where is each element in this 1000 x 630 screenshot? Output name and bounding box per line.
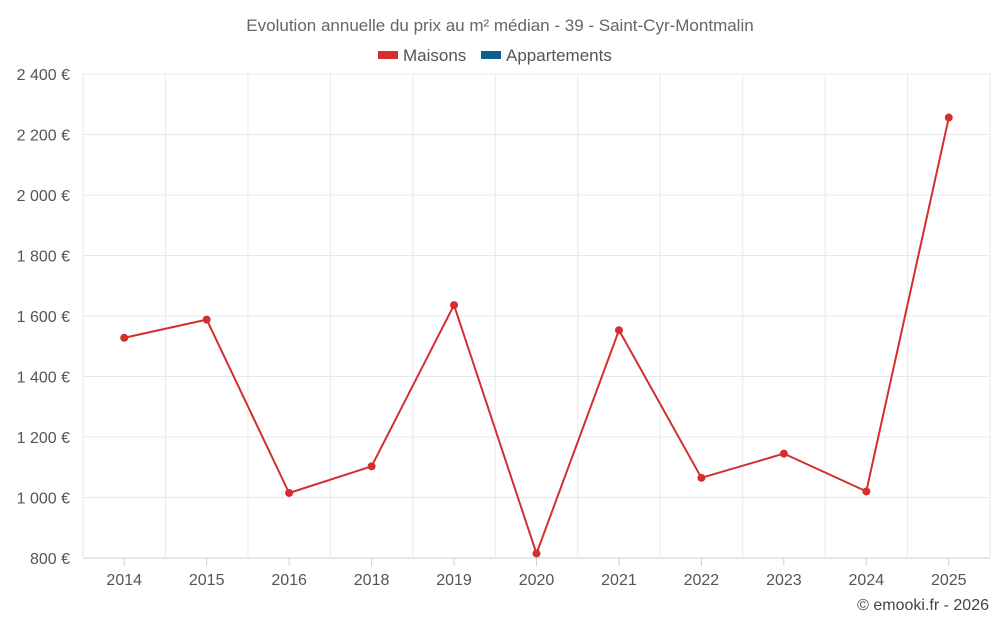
chart-title: Evolution annuelle du prix au m² médian …	[246, 16, 753, 35]
y-tick-label: 1 200 €	[17, 430, 70, 447]
data-point[interactable]	[697, 473, 706, 482]
x-tick-label: 2016	[271, 572, 307, 589]
y-tick-label: 2 400 €	[17, 67, 70, 84]
legend-swatch-maisons	[378, 51, 398, 59]
x-tick-label: 2014	[106, 572, 142, 589]
legend-item-appartements[interactable]: Appartements	[481, 46, 612, 65]
y-tick-label: 1 600 €	[17, 309, 70, 326]
x-tick-label: 2023	[766, 572, 802, 589]
legend: Maisons Appartements	[378, 46, 612, 65]
legend-swatch-appartements	[481, 51, 501, 59]
credit-text: © emooki.fr - 2026	[857, 597, 989, 614]
grid	[82, 73, 991, 559]
x-tick-label: 2018	[354, 572, 390, 589]
data-point[interactable]	[202, 315, 211, 324]
data-point[interactable]	[614, 326, 623, 335]
x-tick-label: 2019	[436, 572, 472, 589]
data-point[interactable]	[285, 488, 294, 497]
data-point[interactable]	[944, 113, 953, 122]
x-tick-label: 2022	[684, 572, 720, 589]
y-tick-label: 1 000 €	[17, 491, 70, 508]
legend-label-maisons: Maisons	[403, 46, 466, 65]
y-tick-label: 2 200 €	[17, 128, 70, 145]
legend-label-appartements: Appartements	[506, 46, 612, 65]
x-tick-label: 2020	[519, 572, 555, 589]
y-tick-label: 800 €	[30, 551, 70, 568]
data-point[interactable]	[450, 301, 459, 310]
y-tick-label: 2 000 €	[17, 188, 70, 205]
axes: 800 € 1 000 € 1 200 € 1 400 € 1 600 € 1 800 €…	[17, 67, 967, 589]
data-point[interactable]	[532, 549, 541, 558]
data-point[interactable]	[779, 449, 788, 458]
data-point[interactable]	[120, 333, 129, 342]
data-point[interactable]	[862, 487, 871, 496]
data-point[interactable]	[367, 462, 376, 471]
series	[120, 113, 953, 558]
x-tick-label: 2025	[931, 572, 967, 589]
x-tick-label: 2015	[189, 572, 225, 589]
y-tick-label: 1 400 €	[17, 370, 70, 387]
legend-item-maisons[interactable]: Maisons	[378, 46, 466, 65]
x-tick-label: 2024	[849, 572, 885, 589]
x-tick-label: 2021	[601, 572, 637, 589]
y-tick-label: 1 800 €	[17, 249, 70, 266]
